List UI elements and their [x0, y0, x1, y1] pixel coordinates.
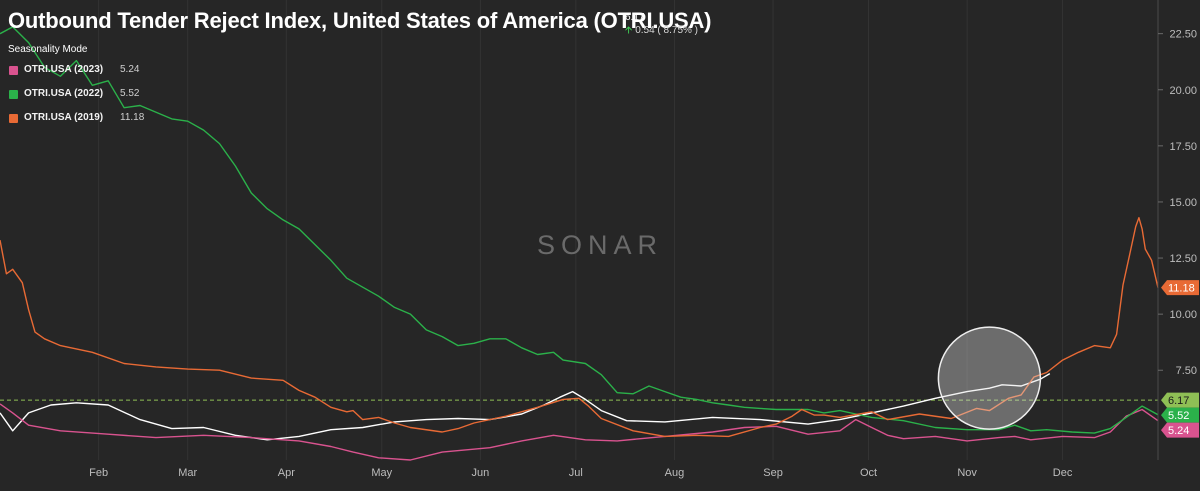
- series-line-2: [0, 26, 1159, 434]
- legend-name: OTRI.USA (2019): [24, 112, 104, 123]
- end-badge-label: 5.24: [1168, 425, 1189, 437]
- legend-value: 11.18: [120, 112, 145, 123]
- y-tick-label: 17.50: [1169, 141, 1197, 153]
- highlight-circle: [937, 326, 1042, 430]
- y-tick-label: 10.00: [1169, 309, 1197, 321]
- x-tick-label: Jun: [472, 467, 490, 479]
- last-value: 6.17: [625, 12, 645, 23]
- y-axis-ticks: 22.50 20.00 17.50 15.00 12.50 10.00 7.50: [1158, 29, 1197, 377]
- x-axis-ticks: Feb Mar Apr May Jun Jul Aug Sep Oct Nov Dec: [89, 467, 1073, 479]
- end-badge-0: [1161, 280, 1199, 296]
- x-tick-label: Mar: [178, 467, 197, 479]
- legend-swatch-2022: [9, 90, 18, 99]
- x-tick-label: Nov: [957, 467, 977, 479]
- series-line-1: [0, 403, 1159, 461]
- legend-swatch-2023: [9, 66, 18, 75]
- x-tick-label: Apr: [278, 467, 295, 479]
- legend-value: 5.52: [120, 88, 140, 99]
- up-arrow-icon: 🡩: [625, 25, 633, 36]
- end-badge-label: 6.17: [1168, 395, 1189, 407]
- end-badge-1: [1161, 392, 1199, 408]
- seasonality-mode-label: Seasonality Mode: [8, 44, 88, 55]
- x-tick-label: Dec: [1053, 467, 1073, 479]
- x-tick-label: Sep: [763, 467, 783, 479]
- y-tick-label: 15.00: [1169, 197, 1197, 209]
- last-value-box: 6.17 🡩 0.54 ( 8.75% ): [625, 11, 698, 37]
- vertical-grid: [98, 0, 1064, 460]
- x-tick-label: Oct: [860, 467, 877, 479]
- series-line-0: [0, 372, 1051, 441]
- y-tick-label: 22.50: [1169, 29, 1197, 41]
- end-value-badges: 11.18 6.17 5.52 5.24: [1161, 280, 1199, 438]
- x-tick-label: Aug: [665, 467, 685, 479]
- chart-title: Outbound Tender Reject Index, United Sta…: [8, 8, 712, 33]
- legend-name: OTRI.USA (2022): [24, 88, 104, 99]
- sonar-watermark: SONAR: [537, 230, 663, 260]
- change-value: 0.54 ( 8.75% ): [635, 25, 698, 36]
- y-tick-label: 12.50: [1169, 253, 1197, 265]
- series-lines: [0, 26, 1159, 461]
- x-tick-label: May: [371, 467, 392, 479]
- end-badge-2: [1161, 407, 1199, 423]
- end-badge-label: 11.18: [1168, 283, 1195, 295]
- legend-swatch-2019: [9, 114, 18, 123]
- x-tick-label: Feb: [89, 467, 108, 479]
- end-badge-3: [1161, 422, 1199, 438]
- y-tick-label: 7.50: [1176, 365, 1197, 377]
- y-tick-label: 20.00: [1169, 85, 1197, 97]
- legend-name: OTRI.USA (2023): [24, 64, 104, 75]
- legend-value: 5.24: [120, 64, 140, 75]
- end-badge-label: 5.52: [1168, 410, 1189, 422]
- change-row: 🡩 0.54 ( 8.75% ): [625, 24, 698, 37]
- x-tick-label: Jul: [569, 467, 583, 479]
- series-line-3: [0, 217, 1159, 438]
